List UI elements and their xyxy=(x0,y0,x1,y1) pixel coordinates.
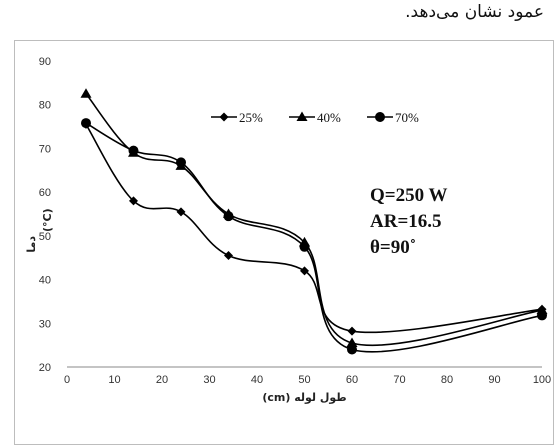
annotation-text: Q=250 W xyxy=(370,185,448,206)
legend: 25% 40% 70% xyxy=(211,110,419,125)
data-point xyxy=(347,326,357,336)
x-tick-label: 40 xyxy=(251,374,263,386)
legend-item: 40% xyxy=(289,110,341,125)
data-point xyxy=(80,88,92,98)
x-tick-label: 60 xyxy=(346,374,358,386)
y-axis-label: دما(°C) xyxy=(25,208,54,252)
x-tick-label: 90 xyxy=(488,374,500,386)
data-point xyxy=(347,344,357,355)
y-tick-label: 90 xyxy=(39,56,51,68)
legend-label: 70% xyxy=(395,110,419,125)
y-axis-label-unit: (°C) xyxy=(41,208,54,232)
caption-text: عمود نشان می‌دهد. xyxy=(405,2,544,22)
legend-label: 40% xyxy=(317,110,341,125)
y-tick-label: 50 xyxy=(39,231,51,243)
annotations: Q=250 W AR=16.5 θ=90˚ xyxy=(370,185,448,258)
y-tick-label: 80 xyxy=(39,100,51,112)
data-point xyxy=(128,145,139,156)
series-triangle xyxy=(80,88,548,347)
data-point xyxy=(299,241,310,252)
data-point xyxy=(223,211,234,222)
data-point xyxy=(224,251,233,261)
series-circle xyxy=(81,118,547,355)
x-tick-label: 70 xyxy=(393,374,405,386)
data-point xyxy=(129,196,138,206)
y-axis-label-name: دما xyxy=(25,236,38,253)
legend-marker xyxy=(375,112,385,122)
x-tick-label: 10 xyxy=(108,374,120,386)
x-tick-label: 100 xyxy=(533,374,551,386)
x-tick-labels: 0 10 20 30 40 50 60 70 80 90 100 xyxy=(64,374,551,386)
data-point xyxy=(176,157,186,168)
legend-marker xyxy=(219,112,229,122)
series-line xyxy=(85,93,543,347)
data-point xyxy=(346,337,358,347)
series-group xyxy=(80,88,548,355)
y-tick-label: 40 xyxy=(39,275,51,287)
annotation-text: AR=16.5 xyxy=(370,211,442,232)
data-point xyxy=(300,266,309,276)
x-tick-label: 0 xyxy=(64,374,70,386)
legend-item: 70% xyxy=(367,110,419,125)
x-tick-label: 30 xyxy=(203,374,215,386)
y-tick-label: 70 xyxy=(39,143,51,155)
y-tick-label: 30 xyxy=(39,318,51,330)
annotation-text: θ=90˚ xyxy=(370,237,416,258)
x-tick-label: 20 xyxy=(156,374,168,386)
series-line xyxy=(85,122,543,353)
legend-item: 25% xyxy=(211,110,263,125)
data-point xyxy=(176,207,186,217)
x-tick-label: 50 xyxy=(298,374,310,386)
series-diamond xyxy=(81,119,547,336)
legend-label: 25% xyxy=(239,110,263,125)
data-point xyxy=(81,118,91,129)
y-tick-labels: 20 30 40 50 60 70 80 90 xyxy=(39,56,51,374)
x-tick-label: 80 xyxy=(441,374,453,386)
legend-marker xyxy=(296,111,308,121)
chart-frame: 20 30 40 50 60 70 80 90 0 10 20 30 40 50 60 70 80 90 100 … xyxy=(14,40,554,445)
y-tick-label: 60 xyxy=(39,187,51,199)
data-point xyxy=(537,310,547,321)
series-line xyxy=(85,123,543,334)
y-tick-label: 20 xyxy=(39,362,51,374)
y-label-rotated: دما(°C) xyxy=(25,208,54,252)
x-axis-label: طول لوله (cm) xyxy=(262,391,346,404)
